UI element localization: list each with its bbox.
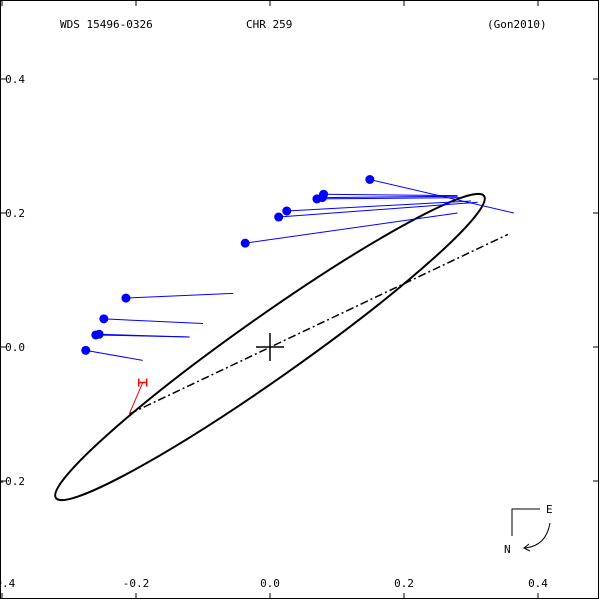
residual-line xyxy=(245,212,458,244)
observation-point xyxy=(274,212,284,222)
highlighted-residual-line xyxy=(128,382,144,415)
observation-point xyxy=(240,238,250,248)
line-of-nodes-segment xyxy=(128,233,509,415)
y-tick-label: 0.0 xyxy=(5,341,25,354)
orbit-reference: (Gon2010) xyxy=(487,18,547,31)
compass-arrowhead xyxy=(523,543,531,552)
residual-line xyxy=(316,197,461,200)
compass-rotation-arrow xyxy=(524,522,551,549)
observation-point xyxy=(312,194,322,204)
x-tick-label: 0.2 xyxy=(394,577,414,590)
primary-star-marker xyxy=(256,333,284,361)
observation-point xyxy=(91,330,101,340)
observation-point xyxy=(365,175,375,184)
residual-line xyxy=(103,318,204,325)
observation-point xyxy=(99,314,109,324)
x-tick-label: -0.4 xyxy=(0,577,16,590)
x-tick-label: 0.0 xyxy=(260,577,280,590)
observation-point xyxy=(81,345,91,355)
orbit-path xyxy=(54,192,486,502)
compass-north-label: N xyxy=(504,543,511,556)
observation-point xyxy=(282,206,292,216)
residual-line xyxy=(278,201,478,218)
residual-lines xyxy=(85,179,514,415)
residual-line xyxy=(125,292,234,299)
x-tick-label: -0.2 xyxy=(123,577,150,590)
compass: E N xyxy=(504,503,553,556)
x-tick-label: 0.4 xyxy=(528,577,548,590)
y-tick-label: 0.4 xyxy=(5,73,25,86)
residual-line xyxy=(85,349,143,361)
residual-line xyxy=(286,200,472,212)
line-of-nodes xyxy=(128,233,509,415)
orbit-ellipse xyxy=(54,192,486,502)
y-tick-label: -0.2 xyxy=(0,475,25,488)
y-tick-label: 0.2 xyxy=(5,207,25,220)
compass-axes xyxy=(511,508,540,536)
compass-east-label: E xyxy=(546,503,553,516)
observation-points xyxy=(81,175,375,387)
wds-id: WDS 15496-0326 xyxy=(60,18,153,31)
residual-line xyxy=(95,334,190,338)
residual-line xyxy=(323,193,458,197)
residual-line xyxy=(322,195,458,199)
observation-point xyxy=(121,293,131,303)
star-name: CHR 259 xyxy=(246,18,292,31)
